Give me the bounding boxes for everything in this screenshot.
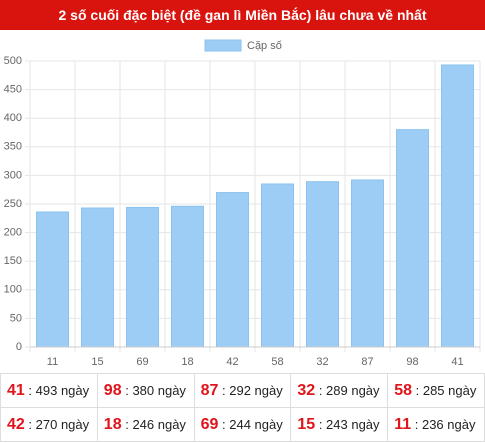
- x-tick-label: 15: [91, 356, 103, 368]
- x-tick-label: 11: [47, 356, 58, 368]
- days-text: : 244 ngày: [222, 416, 283, 432]
- days-text: : 493 ngày: [28, 382, 90, 398]
- legend-label: Cặp số: [247, 40, 282, 52]
- y-tick-label: 250: [4, 198, 22, 210]
- y-tick-label: 200: [4, 227, 22, 239]
- days-text: : 270 ngày: [28, 416, 90, 432]
- y-tick-label: 400: [4, 112, 22, 124]
- x-tick-label: 32: [316, 356, 328, 368]
- pair-number: 98: [103, 381, 122, 399]
- y-tick-label: 150: [4, 255, 22, 267]
- y-tick-label: 350: [4, 141, 22, 153]
- bar: [126, 206, 159, 348]
- y-tick-label: 450: [4, 84, 22, 96]
- pair-number: 32: [297, 381, 316, 399]
- days-text: : 236 ngày: [414, 416, 476, 432]
- x-tick-label: 87: [361, 356, 373, 368]
- pair-number: 42: [7, 415, 25, 433]
- days-text: : 243 ngày: [318, 416, 380, 432]
- pair-number: 58: [394, 381, 412, 399]
- x-tick-label: 42: [226, 356, 238, 368]
- bar: [216, 192, 249, 348]
- pair-number: 15: [297, 415, 316, 433]
- bar: [441, 64, 474, 348]
- days-text: : 289 ngày: [318, 382, 380, 398]
- table-cell: 32 : 289 ngày: [290, 373, 389, 408]
- x-tick-label: 98: [406, 356, 418, 368]
- bar: [306, 181, 339, 348]
- table-cell: 42 : 270 ngày: [0, 407, 98, 442]
- table-cell: 87 : 292 ngày: [193, 373, 292, 408]
- y-tick-label: 300: [4, 169, 22, 181]
- y-tick-label: 50: [10, 312, 22, 324]
- bar: [396, 129, 429, 348]
- days-text: : 246 ngày: [125, 416, 186, 432]
- days-text: : 285 ngày: [415, 382, 477, 398]
- bar: [261, 183, 294, 348]
- y-tick-label: 500: [4, 55, 22, 67]
- chart-title: 2 số cuối đặc biệt (đề gan lì Miền Bắc) …: [0, 0, 485, 30]
- days-text: : 380 ngày: [125, 382, 186, 398]
- table-cell: 69 : 244 ngày: [193, 407, 292, 442]
- y-tick-label: 0: [16, 341, 22, 353]
- chart: 0 50 100 150 200 250 300 350 400 450 500 Cặp số 11 15…: [4, 39, 481, 368]
- table-cell: 41 : 493 ngày: [0, 373, 98, 408]
- bar: [171, 205, 204, 348]
- pair-number: 87: [200, 381, 219, 399]
- bar: [351, 179, 384, 348]
- pair-number: 41: [7, 381, 25, 399]
- pair-number: 69: [200, 415, 219, 433]
- table-cell: 11 : 236 ngày: [387, 407, 485, 442]
- summary-table: 41 : 493 ngày 98 : 380 ngày 87 : 292 ngày 3…: [0, 373, 485, 442]
- table-cell: 18 : 246 ngày: [96, 407, 195, 442]
- x-tick-label: 18: [181, 356, 193, 368]
- table-cell: 15 : 243 ngày: [290, 407, 389, 442]
- x-tick-label: 41: [451, 356, 463, 368]
- table-cell: 98 : 380 ngày: [96, 373, 195, 408]
- x-tick-label: 58: [271, 356, 283, 368]
- bar: [36, 211, 69, 348]
- legend-swatch: [204, 39, 242, 52]
- days-text: : 292 ngày: [222, 382, 283, 398]
- table-cell: 58 : 285 ngày: [387, 373, 485, 408]
- pair-number: 11: [394, 415, 412, 433]
- table-row: 41 : 493 ngày 98 : 380 ngày 87 : 292 ngày 3…: [0, 373, 485, 408]
- x-tick-label: 69: [136, 356, 148, 368]
- bar: [81, 207, 114, 348]
- y-tick-label: 100: [4, 284, 22, 296]
- table-row: 42 : 270 ngày 18 : 246 ngày 69 : 244 ngày 1…: [0, 407, 485, 442]
- pair-number: 18: [103, 415, 122, 433]
